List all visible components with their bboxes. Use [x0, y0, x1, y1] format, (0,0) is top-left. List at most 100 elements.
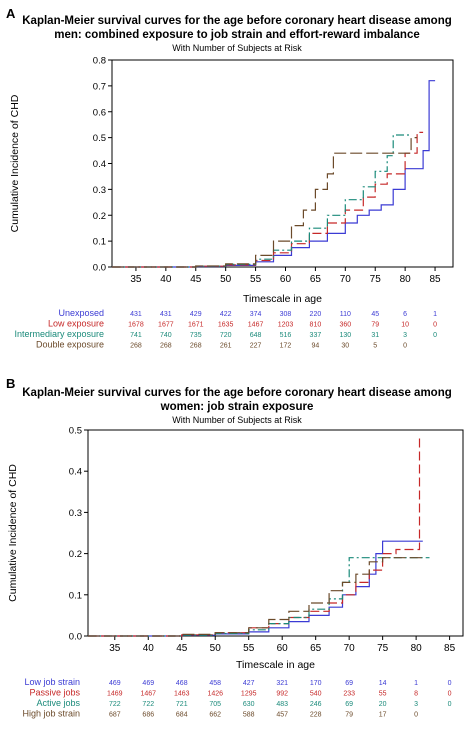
risk-count: 14	[379, 680, 387, 687]
risk-count: 0	[448, 691, 452, 698]
x-tick-label: 75	[370, 274, 382, 285]
risk-count: 684	[176, 712, 188, 719]
risk-count: 1467	[248, 322, 264, 329]
risk-count: 1635	[218, 322, 234, 329]
risk-count: 246	[310, 701, 322, 708]
series-line-3	[112, 134, 412, 268]
risk-count: 469	[109, 680, 121, 687]
risk-count: 1463	[174, 691, 190, 698]
risk-count: 321	[276, 680, 288, 687]
y-tick-label: 0.0	[93, 263, 106, 274]
series-line-4	[88, 557, 423, 637]
x-tick-label: 50	[210, 643, 222, 654]
risk-count: 810	[310, 322, 322, 329]
risk-count: 429	[190, 311, 202, 318]
y-tick-label: 0.0	[69, 632, 82, 643]
panel-letter-a: A	[6, 6, 16, 21]
risk-count: 69	[345, 701, 353, 708]
y-tick-label: 0.5	[93, 133, 106, 144]
risk-count: 3	[403, 332, 407, 339]
y-tick-label: 0.1	[69, 590, 82, 601]
risk-count: 686	[142, 712, 154, 719]
risk-table-group-label: Low exposure	[48, 319, 104, 329]
x-axis-label: Timescale in age	[236, 659, 315, 671]
risk-count: 228	[310, 712, 322, 719]
risk-count: 5	[373, 343, 377, 350]
y-tick-label: 0.3	[93, 185, 106, 196]
risk-count: 30	[341, 343, 349, 350]
risk-count: 458	[209, 680, 221, 687]
risk-table-group-label: Active jobs	[36, 698, 80, 708]
x-tick-label: 45	[176, 643, 188, 654]
risk-count: 268	[160, 343, 172, 350]
y-tick-label: 0.8	[93, 56, 106, 67]
y-tick-label: 0.4	[69, 467, 82, 478]
x-tick-label: 80	[411, 643, 423, 654]
x-tick-label: 40	[143, 643, 155, 654]
risk-count: 170	[310, 680, 322, 687]
risk-table-group-label: Low job strain	[24, 677, 80, 687]
risk-count: 0	[448, 680, 452, 687]
risk-count: 630	[243, 701, 255, 708]
risk-count: 1469	[107, 691, 123, 698]
chart-a-title-line1: Kaplan-Meier survival curves for the age…	[22, 15, 452, 27]
series-line-2	[88, 437, 423, 637]
plot-frame	[87, 429, 464, 637]
y-axis-label: Cumulative Incidence of CHD	[9, 94, 21, 232]
risk-count: 427	[243, 680, 255, 687]
risk-count: 735	[190, 332, 202, 339]
risk-count: 422	[220, 311, 232, 318]
risk-count: 308	[280, 311, 292, 318]
series-line-4	[112, 137, 418, 268]
risk-count: 233	[343, 691, 355, 698]
x-tick-label: 80	[400, 274, 412, 285]
risk-count: 1467	[140, 691, 156, 698]
risk-count: 55	[379, 691, 387, 698]
x-tick-label: 85	[444, 643, 456, 654]
x-tick-label: 35	[109, 643, 121, 654]
risk-count: 0	[433, 332, 437, 339]
risk-table-group-label: Double exposure	[36, 340, 104, 350]
risk-count: 648	[250, 332, 262, 339]
risk-count: 110	[340, 311, 351, 318]
risk-count: 1	[414, 680, 418, 687]
risk-count: 469	[142, 680, 154, 687]
risk-count: 705	[209, 701, 221, 708]
x-tick-label: 55	[243, 643, 255, 654]
risk-count: 722	[142, 701, 154, 708]
plot-frame	[111, 59, 454, 268]
risk-count: 261	[220, 343, 232, 350]
y-tick-label: 0.6	[93, 107, 106, 118]
y-axis-label: Cumulative Incidence of CHD	[7, 464, 19, 602]
chart-b-subtitle: With Number of Subjects at Risk	[172, 415, 302, 425]
risk-count: 45	[371, 311, 379, 318]
risk-count: 457	[276, 712, 288, 719]
y-tick-label: 0.4	[93, 159, 106, 170]
series-line-2	[112, 131, 424, 268]
risk-count: 0	[448, 701, 452, 708]
risk-count: 540	[310, 691, 322, 698]
risk-count: 588	[243, 712, 255, 719]
y-tick-label: 0.3	[69, 508, 82, 519]
risk-count: 268	[130, 343, 142, 350]
chart-b: 35 40 45 50 55 60 65 70 75 80 850.00.10.20.30.40.5…	[7, 426, 464, 719]
risk-count: 483	[276, 701, 288, 708]
risk-count: 1203	[278, 322, 294, 329]
risk-count: 992	[276, 691, 288, 698]
x-tick-label: 70	[344, 643, 356, 654]
risk-count: 741	[130, 332, 142, 339]
risk-count: 722	[109, 701, 121, 708]
x-tick-label: 55	[250, 274, 262, 285]
risk-count: 1295	[241, 691, 257, 698]
risk-count: 431	[160, 311, 172, 318]
risk-table-group-label: Unexposed	[58, 308, 104, 318]
risk-count: 687	[109, 712, 121, 719]
risk-count: 0	[403, 343, 407, 350]
y-tick-label: 0.2	[93, 211, 106, 222]
x-tick-label: 45	[190, 274, 202, 285]
y-tick-label: 0.2	[69, 549, 82, 560]
risk-count: 6	[403, 311, 407, 318]
risk-count: 69	[345, 680, 353, 687]
risk-count: 720	[220, 332, 232, 339]
risk-count: 1678	[128, 322, 144, 329]
